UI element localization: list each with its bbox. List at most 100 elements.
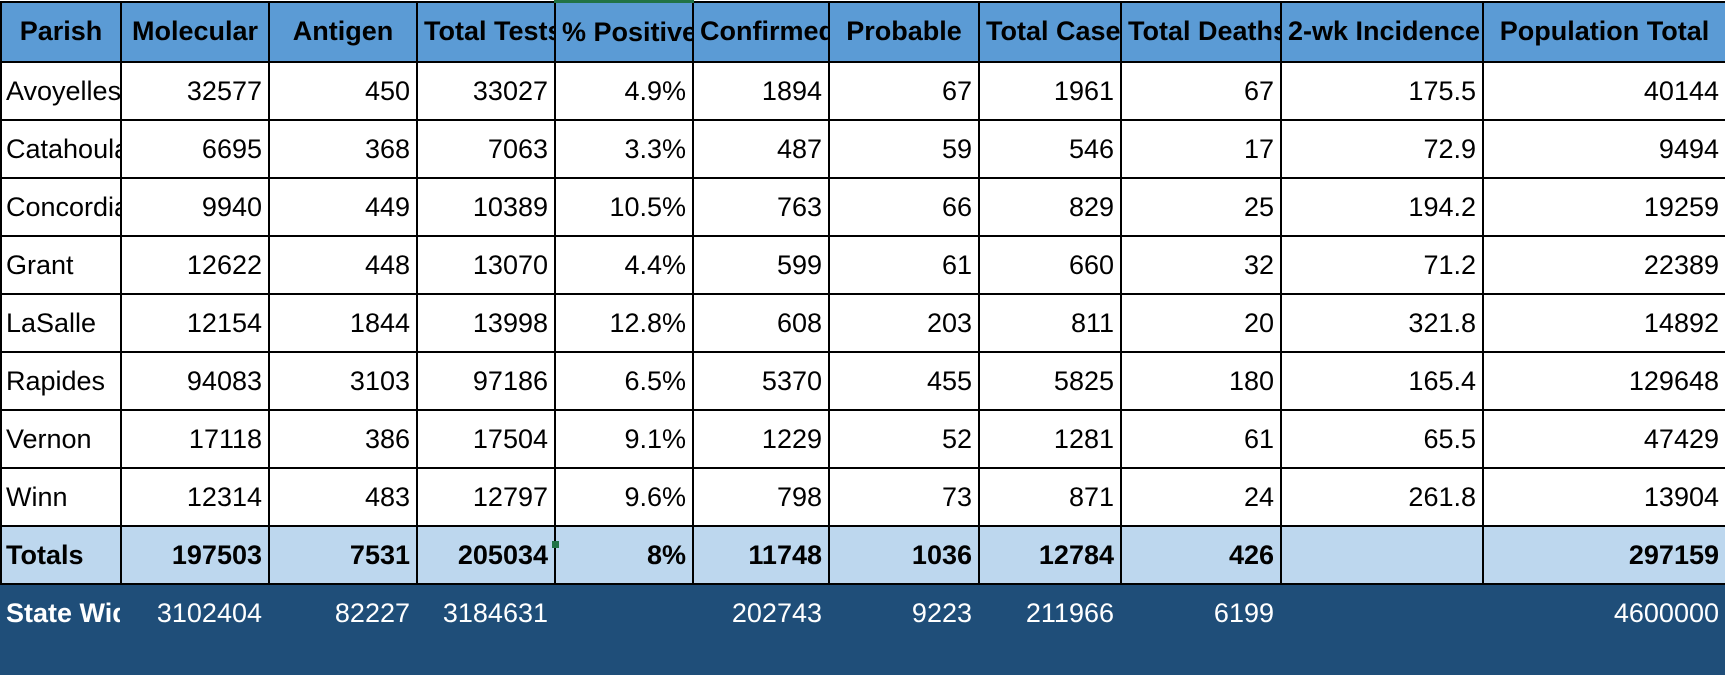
data-cell[interactable]: 33027 <box>416 61 556 121</box>
data-cell[interactable]: 24 <box>1120 467 1282 527</box>
data-cell[interactable]: 10389 <box>416 177 556 237</box>
data-cell[interactable]: 52 <box>828 409 980 469</box>
statewide-label[interactable]: State Wide <box>0 583 122 643</box>
totals-cell[interactable]: 8% <box>554 525 694 585</box>
parish-name-cell[interactable]: Winn <box>0 467 122 527</box>
data-cell[interactable]: 72.9 <box>1280 119 1484 179</box>
data-cell[interactable]: 25 <box>1120 177 1282 237</box>
data-cell[interactable]: 811 <box>978 293 1122 353</box>
data-cell[interactable]: 61 <box>1120 409 1282 469</box>
header-cell-parish[interactable]: Parish <box>0 0 122 63</box>
data-cell[interactable]: 386 <box>268 409 418 469</box>
data-cell[interactable]: 12622 <box>120 235 270 295</box>
statewide-cell[interactable]: 6199 <box>1120 583 1282 643</box>
header-cell-2wk-incidence[interactable]: 2-wk Incidence <box>1280 0 1484 63</box>
data-cell[interactable]: 450 <box>268 61 418 121</box>
data-cell[interactable]: 321.8 <box>1280 293 1484 353</box>
data-cell[interactable]: 455 <box>828 351 980 411</box>
data-cell[interactable]: 17504 <box>416 409 556 469</box>
data-cell[interactable]: 546 <box>978 119 1122 179</box>
clipped-cell[interactable] <box>1482 641 1725 675</box>
data-cell[interactable]: 17 <box>1120 119 1282 179</box>
data-cell[interactable]: 59 <box>828 119 980 179</box>
data-cell[interactable]: 129648 <box>1482 351 1725 411</box>
data-cell[interactable]: 65.5 <box>1280 409 1484 469</box>
statewide-cell[interactable]: 82227 <box>268 583 418 643</box>
statewide-cell[interactable] <box>1280 583 1484 643</box>
data-cell[interactable]: 12.8% <box>554 293 694 353</box>
data-cell[interactable]: 4.9% <box>554 61 694 121</box>
data-cell[interactable]: 19259 <box>1482 177 1725 237</box>
statewide-cell[interactable]: 202743 <box>692 583 830 643</box>
data-cell[interactable]: 20 <box>1120 293 1282 353</box>
clipped-cell[interactable] <box>978 641 1122 675</box>
data-cell[interactable]: 3.3% <box>554 119 694 179</box>
data-cell[interactable]: 94083 <box>120 351 270 411</box>
data-cell[interactable]: 13998 <box>416 293 556 353</box>
totals-cell[interactable]: 12784 <box>978 525 1122 585</box>
data-cell[interactable]: 261.8 <box>1280 467 1484 527</box>
data-cell[interactable]: 1894 <box>692 61 830 121</box>
data-cell[interactable]: 660 <box>978 235 1122 295</box>
parish-name-cell[interactable]: LaSalle <box>0 293 122 353</box>
header-cell-confirmed[interactable]: Confirmed <box>692 0 830 63</box>
totals-cell[interactable]: 7531 <box>268 525 418 585</box>
data-cell[interactable]: 47429 <box>1482 409 1725 469</box>
data-cell[interactable]: 608 <box>692 293 830 353</box>
clipped-cell[interactable] <box>0 641 122 675</box>
data-cell[interactable]: 13904 <box>1482 467 1725 527</box>
parish-name-cell[interactable]: Avoyelles <box>0 61 122 121</box>
totals-cell[interactable]: 1036 <box>828 525 980 585</box>
data-cell[interactable]: 12154 <box>120 293 270 353</box>
data-cell[interactable]: 798 <box>692 467 830 527</box>
data-cell[interactable]: 449 <box>268 177 418 237</box>
data-cell[interactable]: 9.1% <box>554 409 694 469</box>
data-cell[interactable]: 12314 <box>120 467 270 527</box>
data-cell[interactable]: 67 <box>1120 61 1282 121</box>
statewide-cell[interactable] <box>554 583 694 643</box>
data-cell[interactable]: 12797 <box>416 467 556 527</box>
data-cell[interactable]: 17118 <box>120 409 270 469</box>
data-cell[interactable]: 66 <box>828 177 980 237</box>
data-cell[interactable]: 871 <box>978 467 1122 527</box>
data-cell[interactable]: 368 <box>268 119 418 179</box>
clipped-cell[interactable] <box>692 641 830 675</box>
data-cell[interactable]: 22389 <box>1482 235 1725 295</box>
statewide-cell[interactable]: 211966 <box>978 583 1122 643</box>
totals-cell[interactable]: 426 <box>1120 525 1282 585</box>
header-cell-total-tests[interactable]: Total Tests <box>416 0 556 63</box>
data-cell[interactable]: 10.5% <box>554 177 694 237</box>
header-cell-antigen[interactable]: Antigen <box>268 0 418 63</box>
data-cell[interactable]: 6.5% <box>554 351 694 411</box>
data-cell[interactable]: 763 <box>692 177 830 237</box>
parish-name-cell[interactable]: Concordia <box>0 177 122 237</box>
statewide-cell[interactable]: 4600000 <box>1482 583 1725 643</box>
parish-name-cell[interactable]: Rapides <box>0 351 122 411</box>
clipped-cell[interactable] <box>554 641 694 675</box>
header-cell-probable[interactable]: Probable <box>828 0 980 63</box>
data-cell[interactable]: 40144 <box>1482 61 1725 121</box>
clipped-cell[interactable] <box>268 641 418 675</box>
header-cell-total-cases[interactable]: Total Cases <box>978 0 1122 63</box>
clipped-cell[interactable] <box>1280 641 1484 675</box>
data-cell[interactable]: 4.4% <box>554 235 694 295</box>
data-cell[interactable]: 599 <box>692 235 830 295</box>
data-cell[interactable]: 61 <box>828 235 980 295</box>
totals-cell[interactable]: 297159 <box>1482 525 1725 585</box>
data-cell[interactable]: 6695 <box>120 119 270 179</box>
data-cell[interactable]: 483 <box>268 467 418 527</box>
clipped-cell[interactable] <box>120 641 270 675</box>
data-cell[interactable]: 180 <box>1120 351 1282 411</box>
totals-cell[interactable]: 205034 <box>416 525 556 585</box>
clipped-cell[interactable] <box>416 641 556 675</box>
data-cell[interactable]: 1844 <box>268 293 418 353</box>
data-cell[interactable]: 194.2 <box>1280 177 1484 237</box>
totals-cell[interactable]: 197503 <box>120 525 270 585</box>
data-cell[interactable]: 175.5 <box>1280 61 1484 121</box>
header-cell-percent-positive[interactable]: % Positive <box>554 0 694 63</box>
data-cell[interactable]: 9494 <box>1482 119 1725 179</box>
data-cell[interactable]: 1961 <box>978 61 1122 121</box>
data-cell[interactable]: 32 <box>1120 235 1282 295</box>
data-cell[interactable]: 32577 <box>120 61 270 121</box>
header-cell-total-deaths[interactable]: Total Deaths <box>1120 0 1282 63</box>
